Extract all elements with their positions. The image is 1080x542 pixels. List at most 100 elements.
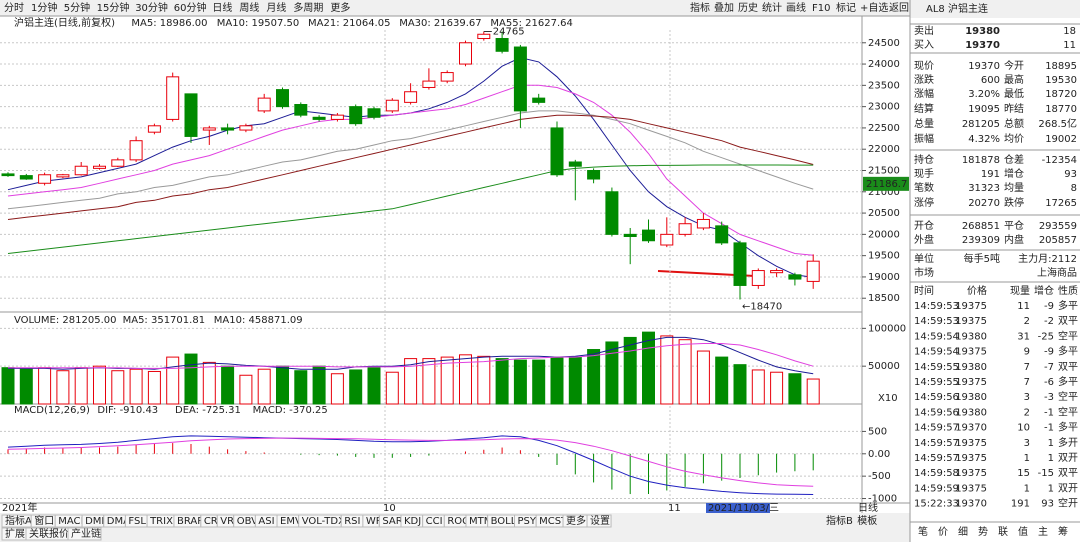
template-tab[interactable]: 模板 [857,514,877,527]
tick-cell: 2 [1024,407,1030,418]
legend-entry: MACD(12,26,9) [14,405,90,416]
tick-cell: 2 [1024,316,1030,327]
quote-value: 268851 [962,221,1000,232]
indicator-tab[interactable]: CCI [426,516,443,527]
side-tab[interactable]: 细 [958,525,968,538]
indicator-tab[interactable]: OBV [237,516,258,527]
candle-body [642,229,655,242]
side-tab[interactable]: 主 [1038,526,1048,538]
quote-label: 现价 [914,60,934,72]
candle-body [202,127,216,131]
period-tab[interactable]: 更多 [330,1,350,14]
bottom-tab[interactable]: 扩展 [5,527,25,540]
volume-bar [294,370,308,405]
candle-body [678,223,692,235]
tool-button[interactable]: 画线 [786,1,806,14]
tool-button[interactable]: 标记 [836,2,856,14]
side-tab[interactable]: 联 [998,526,1008,538]
quote-value: 每手5吨 [964,252,1000,265]
period-tab[interactable]: 周线 [239,1,259,14]
indicator-tab[interactable]: DMI [85,516,104,527]
period-tab[interactable]: 1分钟 [31,1,57,14]
annotation: ←18470 [742,302,782,313]
side-tab[interactable]: 笔 [918,525,928,538]
candle-body [605,191,619,235]
period-tab[interactable]: 60分钟 [174,1,207,14]
tool-button[interactable]: 返回 [889,2,909,14]
candle-body [404,91,418,103]
quote-value: 4.32% [968,134,1000,145]
quote-value: 205857 [1039,235,1077,246]
tick-cell: 19380 [955,392,987,403]
indicator-tab[interactable]: BRAR [177,516,204,527]
period-tab[interactable]: 15分钟 [97,1,130,14]
tick-cell: 19370 [955,499,987,510]
tool-button[interactable]: 叠加 [714,2,734,14]
quote-label: 最高 [1004,73,1024,86]
period-tab[interactable]: 月线 [266,1,286,14]
indicator-tab[interactable]: BOLL [491,516,517,527]
quote-value: 281205 [962,119,1000,130]
bottom-tab[interactable]: 关联报价 [29,527,69,540]
indicator-tab[interactable]: MACD [58,516,88,527]
period-tab[interactable]: 5分钟 [64,1,90,14]
candle-body [1,173,15,177]
period-tab[interactable]: 30分钟 [135,1,168,14]
volume-bar [385,371,399,405]
tool-button[interactable]: 统计 [762,1,782,14]
bottom-tab[interactable]: 产业链 [71,527,101,540]
quote-value: 18895 [1045,61,1077,72]
template-tab[interactable]: 指标B [826,514,853,527]
tool-button[interactable]: F10 [812,3,830,14]
indicator-tab[interactable]: 指标A [5,514,32,527]
quote-label: 卖出 [914,24,934,37]
indicator-tab[interactable]: KDJ [404,516,421,527]
tool-button[interactable]: 历史 [738,2,758,14]
volume-bar [568,356,582,405]
quote-value: 239309 [962,235,1000,246]
side-tab[interactable]: 价 [938,526,948,538]
period-tab[interactable]: 分时 [4,2,24,14]
tool-button[interactable]: 指标 [690,1,710,14]
indicator-tab[interactable]: FSL [128,516,146,527]
period-indicator[interactable]: 日线 [858,501,878,514]
legend-entry: MA21: 21064.05 [308,18,390,29]
period-tab[interactable]: 多周期 [293,1,323,14]
side-tab[interactable]: 势 [978,525,988,538]
candle-body [184,93,198,137]
volume-bar [74,367,88,405]
tick-cell: 93 [1041,499,1054,510]
volume-bar [513,359,527,405]
indicator-tab[interactable]: EMV [280,516,302,527]
quote-value: 18720 [1045,89,1077,100]
x-axis-label: 2021年 [2,501,37,514]
side-tab[interactable]: 值 [1018,525,1028,538]
tool-button[interactable]: +自选 [860,1,888,14]
side-tab[interactable]: 筹 [1058,525,1068,538]
indicator-tab[interactable]: CR [204,516,218,527]
indicator-tab[interactable]: PSY [518,516,537,527]
indicator-tab[interactable]: SAR [382,516,402,527]
indicator-tab[interactable]: ASI [258,516,274,527]
indicator-tab[interactable]: RSI [344,516,360,527]
indicator-tab[interactable]: VOL-TDX [302,516,345,527]
indicator-tab[interactable]: MCST [539,516,568,527]
indicator-tab[interactable]: VR [220,516,234,527]
volume-bar [459,354,472,405]
indicator-tab[interactable]: WR [366,516,383,527]
candle-body [532,97,546,103]
volume-bar [696,350,710,405]
quote-value: 19530 [1045,75,1077,86]
indicator-tab[interactable]: ROC [447,516,469,527]
volume-bar [532,359,546,405]
indicator-tab[interactable]: DMA [107,516,130,527]
indicator-tab[interactable]: MTM [469,516,492,527]
indicator-tab[interactable]: 更多 [566,514,586,527]
indicator-tab[interactable]: TRIX [149,516,173,527]
volume-bar [550,356,564,405]
indicator-tab[interactable]: 窗口 [34,514,54,527]
indicator-tab[interactable]: 设置 [590,515,610,527]
quote-label: 总额 [1004,117,1024,130]
period-tab[interactable]: 日线 [212,1,232,14]
tick-cell: -7 [1044,362,1054,373]
